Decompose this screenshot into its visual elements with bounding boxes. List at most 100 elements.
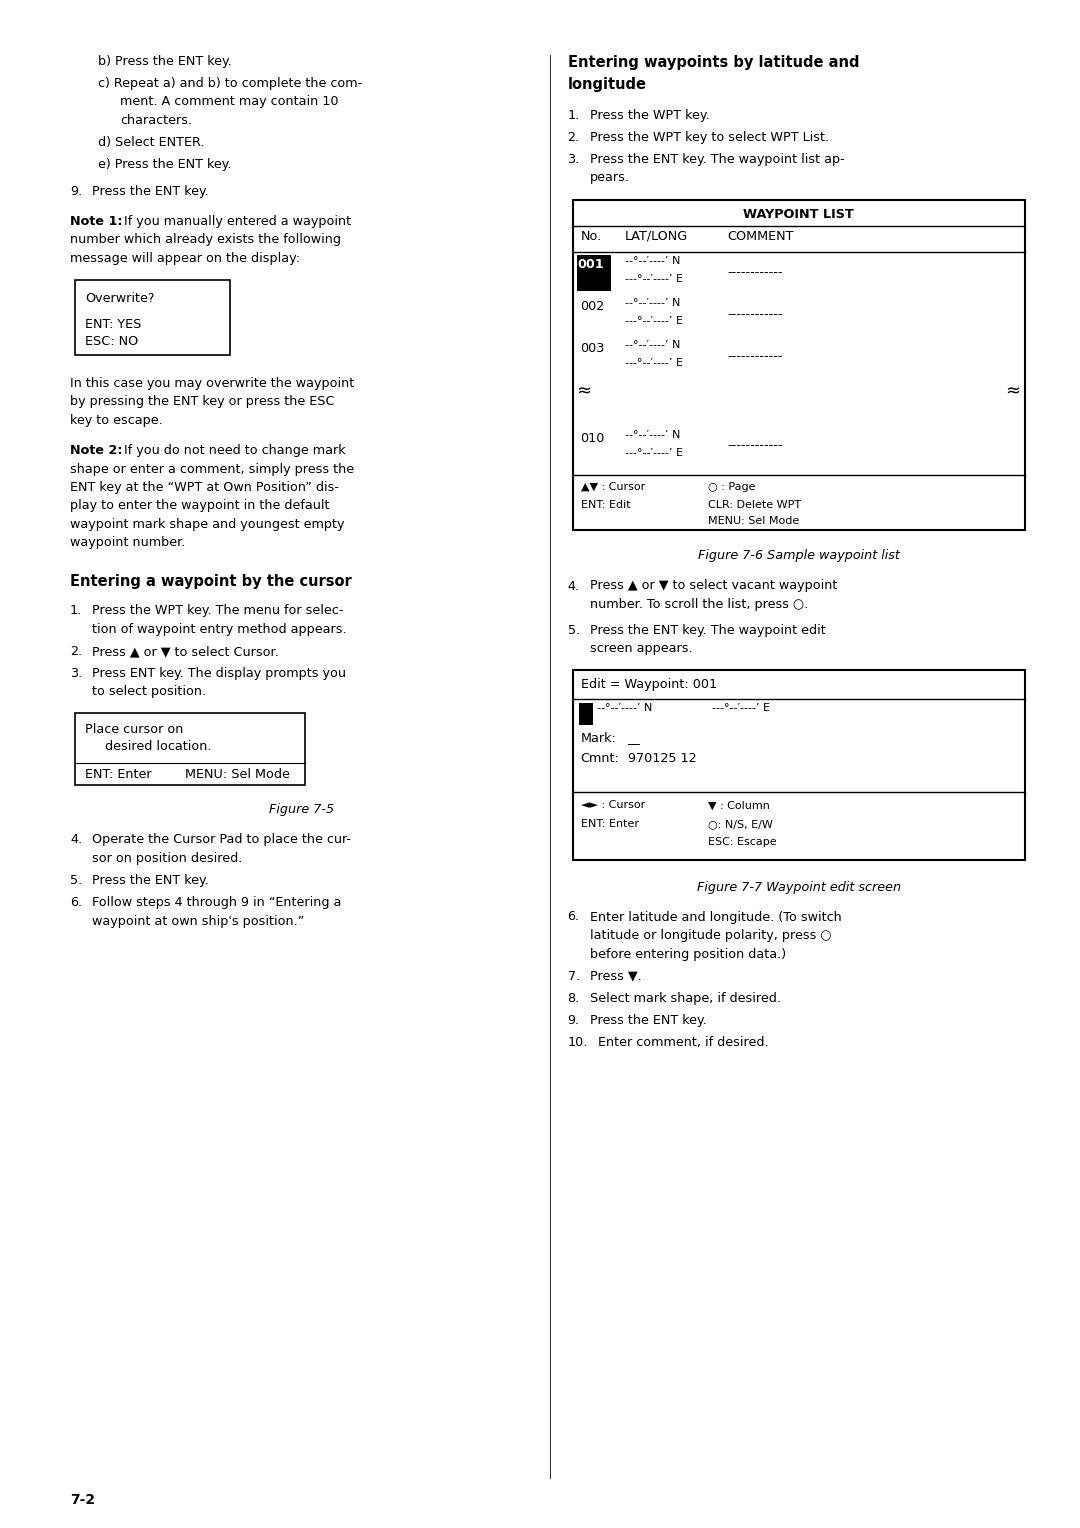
Text: 001: 001: [578, 258, 604, 272]
Text: Press the ENT key.: Press the ENT key.: [92, 874, 208, 886]
Text: ▼ : Column: ▼ : Column: [707, 801, 769, 810]
Text: Entering a waypoint by the cursor: Entering a waypoint by the cursor: [70, 575, 352, 590]
Bar: [75, 714, 305, 785]
Text: screen appears.: screen appears.: [590, 642, 692, 656]
Text: 6.: 6.: [567, 911, 580, 923]
Text: 4.: 4.: [70, 833, 82, 847]
Text: ---°--′----’ E: ---°--′----’ E: [624, 316, 683, 327]
Text: to select position.: to select position.: [92, 686, 206, 698]
Text: LAT/LONG: LAT/LONG: [624, 229, 688, 243]
Text: Cmnt:: Cmnt:: [581, 752, 619, 766]
Text: Press ▲ or ▼ to select Cursor.: Press ▲ or ▼ to select Cursor.: [92, 645, 279, 659]
Text: e) Press the ENT key.: e) Press the ENT key.: [98, 157, 231, 171]
Text: ENT: Enter: ENT: Enter: [581, 819, 638, 830]
Text: 003: 003: [581, 342, 605, 356]
Bar: [577, 255, 610, 290]
Text: Follow steps 4 through 9 in “Entering a: Follow steps 4 through 9 in “Entering a: [92, 895, 341, 909]
Text: Enter comment, if desired.: Enter comment, if desired.: [597, 1036, 768, 1048]
Text: Select mark shape, if desired.: Select mark shape, if desired.: [590, 992, 781, 1004]
Text: key to escape.: key to escape.: [70, 414, 163, 426]
Text: 5.: 5.: [70, 874, 82, 886]
Text: ▲▼ : Cursor: ▲▼ : Cursor: [581, 481, 645, 492]
Text: ---°--′----’ E: ---°--′----’ E: [713, 703, 770, 714]
Bar: [75, 280, 230, 354]
Text: waypoint at own ship's position.”: waypoint at own ship's position.”: [92, 914, 305, 927]
Bar: [579, 703, 593, 726]
Text: No.: No.: [581, 229, 602, 243]
Text: Press ENT key. The display prompts you: Press ENT key. The display prompts you: [92, 668, 346, 680]
Text: c) Repeat a) and b) to complete the com-: c) Repeat a) and b) to complete the com-: [98, 76, 362, 90]
Text: latitude or longitude polarity, press ○: latitude or longitude polarity, press ○: [590, 929, 831, 941]
Text: 6.: 6.: [70, 895, 82, 909]
Text: 10.: 10.: [567, 1036, 588, 1048]
Text: Place cursor on: Place cursor on: [85, 723, 184, 736]
Text: Entering waypoints by latitude and: Entering waypoints by latitude and: [567, 55, 859, 70]
Text: 3.: 3.: [70, 668, 82, 680]
Text: Figure 7-7 Waypoint edit screen: Figure 7-7 Waypoint edit screen: [697, 880, 901, 894]
Text: ---°--′----’ E: ---°--′----’ E: [624, 275, 683, 284]
Text: message will appear on the display:: message will appear on the display:: [70, 252, 300, 264]
Text: Mark:: Mark:: [581, 732, 617, 746]
Text: Note 2:: Note 2:: [70, 445, 122, 457]
Text: before entering position data.): before entering position data.): [590, 947, 785, 961]
Text: 2.: 2.: [70, 645, 82, 659]
Text: shape or enter a comment, simply press the: shape or enter a comment, simply press t…: [70, 463, 354, 475]
Text: 5.: 5.: [567, 623, 580, 637]
Text: MENU: Sel Mode: MENU: Sel Mode: [707, 516, 799, 527]
Text: Press the WPT key. The menu for selec-: Press the WPT key. The menu for selec-: [92, 605, 343, 617]
Text: Figure 7-6 Sample waypoint list: Figure 7-6 Sample waypoint list: [698, 550, 900, 562]
Text: --°--′----’ N: --°--′----’ N: [624, 429, 680, 440]
Text: number. To scroll the list, press ○.: number. To scroll the list, press ○.: [590, 597, 808, 611]
Text: 7-2: 7-2: [70, 1493, 95, 1507]
Text: In this case you may overwrite the waypoint: In this case you may overwrite the waypo…: [70, 377, 354, 390]
Text: longitude: longitude: [567, 76, 647, 92]
Text: ------------: ------------: [728, 309, 783, 321]
Text: 3.: 3.: [567, 153, 580, 167]
Text: COMMENT: COMMENT: [728, 229, 794, 243]
Text: Figure 7-5: Figure 7-5: [269, 804, 334, 816]
Text: --°--′----’ N: --°--′----’ N: [624, 341, 680, 350]
Text: ○: N/S, E/W: ○: N/S, E/W: [707, 819, 772, 830]
Text: ENT key at the “WPT at Own Position” dis-: ENT key at the “WPT at Own Position” dis…: [70, 481, 339, 494]
Text: number which already exists the following: number which already exists the followin…: [70, 234, 341, 246]
Bar: [572, 200, 1025, 530]
Text: desired location.: desired location.: [105, 741, 212, 753]
Text: 970125 12: 970125 12: [627, 752, 697, 766]
Text: Press the ENT key. The waypoint list ap-: Press the ENT key. The waypoint list ap-: [590, 153, 845, 167]
Text: ≈: ≈: [577, 382, 592, 400]
Text: 9.: 9.: [567, 1013, 580, 1027]
Text: ESC: Escape: ESC: Escape: [707, 837, 777, 848]
Text: CLR: Delete WPT: CLR: Delete WPT: [707, 500, 800, 509]
Text: play to enter the waypoint in the default: play to enter the waypoint in the defaul…: [70, 500, 329, 512]
Text: Operate the Cursor Pad to place the cur-: Operate the Cursor Pad to place the cur-: [92, 833, 351, 847]
Text: 4.: 4.: [567, 579, 580, 593]
Text: ---°--′----’ E: ---°--′----’ E: [624, 448, 683, 457]
Text: Overwrite?: Overwrite?: [85, 292, 154, 306]
Bar: [572, 671, 1025, 860]
Text: tion of waypoint entry method appears.: tion of waypoint entry method appears.: [92, 623, 347, 636]
Text: If you manually entered a waypoint: If you manually entered a waypoint: [120, 215, 351, 228]
Text: 1.: 1.: [70, 605, 82, 617]
Text: Edit = Waypoint: 001: Edit = Waypoint: 001: [581, 678, 717, 692]
Text: Press the WPT key.: Press the WPT key.: [590, 108, 710, 122]
Text: 2.: 2.: [567, 131, 580, 144]
Text: ------------: ------------: [728, 266, 783, 280]
Text: __: __: [627, 732, 640, 746]
Text: ------------: ------------: [728, 350, 783, 364]
Text: d) Select ENTER.: d) Select ENTER.: [98, 136, 204, 150]
Text: If you do not need to change mark: If you do not need to change mark: [120, 445, 346, 457]
Text: Press the ENT key. The waypoint edit: Press the ENT key. The waypoint edit: [590, 623, 825, 637]
Text: Press ▼.: Press ▼.: [590, 969, 642, 983]
Text: waypoint mark shape and youngest empty: waypoint mark shape and youngest empty: [70, 518, 345, 532]
Text: --°--′----’ N: --°--′----’ N: [624, 257, 680, 266]
Text: WAYPOINT LIST: WAYPOINT LIST: [743, 208, 854, 220]
Text: sor on position desired.: sor on position desired.: [92, 853, 242, 865]
Text: b) Press the ENT key.: b) Press the ENT key.: [98, 55, 232, 69]
Text: waypoint number.: waypoint number.: [70, 536, 186, 550]
Text: 8.: 8.: [567, 992, 580, 1004]
Text: pears.: pears.: [590, 171, 630, 185]
Text: --°--′----’ N: --°--′----’ N: [596, 703, 652, 714]
Text: ENT: YES: ENT: YES: [85, 318, 141, 332]
Text: ESC: NO: ESC: NO: [85, 335, 138, 348]
Text: 002: 002: [581, 301, 605, 313]
